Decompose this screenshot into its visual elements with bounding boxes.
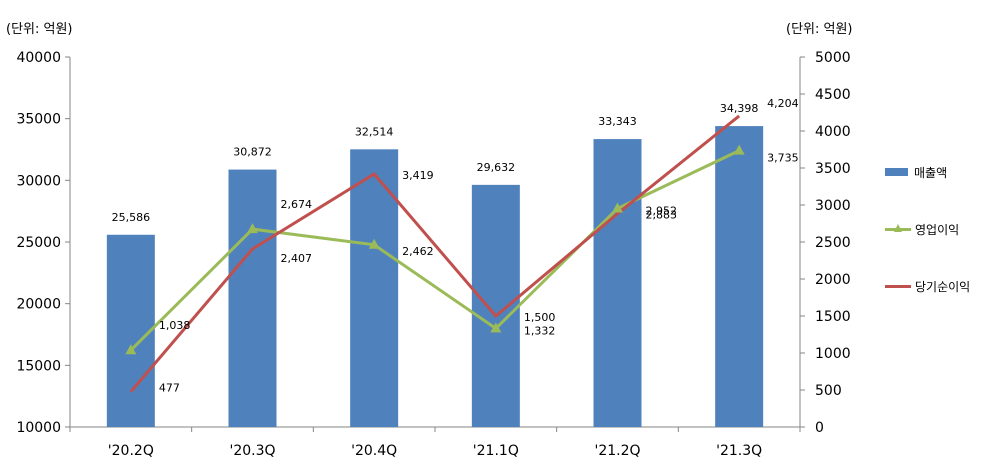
- left-axis-tick-label: 35000: [16, 112, 61, 128]
- operating-profit-line: [129, 149, 740, 352]
- operating-profit-data-label: 1,332: [524, 324, 556, 337]
- right-axis-tick-label: 2000: [815, 272, 851, 288]
- operating-profit-marker: [368, 238, 380, 249]
- sales-data-label: 29,632: [477, 161, 516, 174]
- net-income-data-label: 3,419: [402, 169, 434, 182]
- right-axis-tick-label: 2500: [815, 235, 851, 251]
- sales-data-label: 33,343: [598, 115, 637, 128]
- legend-line-operating-profit: [885, 223, 911, 232]
- legend-item-net-income: 당기순이익: [885, 276, 970, 296]
- legend-swatch-sales: [885, 168, 908, 176]
- right-axis-tick-label: 4000: [815, 124, 851, 140]
- legend-item-sales: 매출액: [885, 162, 970, 182]
- operating-profit-marker: [125, 344, 137, 355]
- legend-line-net-income: [885, 284, 911, 288]
- right-axis-tick-label: 5000: [815, 50, 851, 66]
- x-axis-category-label: '21.1Q: [473, 443, 519, 459]
- sales-data-label: 25,586: [112, 211, 151, 224]
- right-axis-tick-label: 1000: [815, 346, 851, 362]
- sales-bar: [471, 184, 520, 427]
- sales-data-label: 30,872: [233, 146, 272, 159]
- right-axis-tick-label: 3000: [815, 198, 851, 214]
- sales-bar: [106, 234, 155, 427]
- sales-data-label: 34,398: [720, 102, 759, 115]
- right-axis-tick-label: 3500: [815, 161, 851, 177]
- net-income-data-label: 2,883: [646, 209, 678, 222]
- operating-profit-data-label: 2,674: [281, 198, 313, 211]
- operating-profit-data-label: 2,952: [646, 205, 678, 218]
- left-axis-tick-label: 10000: [16, 420, 61, 436]
- net-income-line: [129, 114, 741, 393]
- operating-profit-data-label: 1,038: [159, 319, 191, 332]
- sales-data-label: 32,514: [355, 125, 394, 138]
- left-axis-tick-label: 40000: [16, 50, 61, 66]
- net-income-data-label: 2,407: [281, 252, 313, 265]
- sales-bar: [593, 139, 642, 427]
- triangle-marker-icon: [894, 223, 902, 232]
- legend-label-operating-profit: 영업이익: [915, 222, 960, 237]
- legend-label-sales: 매출액: [914, 165, 948, 180]
- net-income-data-label: 1,500: [524, 311, 556, 324]
- left-axis-tick-label: 15000: [16, 358, 61, 374]
- right-axis-tick-label: 1500: [815, 309, 851, 325]
- sales-bar: [715, 126, 764, 427]
- x-axis-category-label: '20.4Q: [351, 443, 397, 459]
- operating-profit-marker: [247, 223, 258, 234]
- left-axis-tick-label: 25000: [16, 235, 61, 251]
- chart-legend: 매출액 영업이익 당기순이익: [885, 162, 970, 333]
- right-axis-tick-label: 500: [815, 383, 842, 399]
- net-income-data-label: 477: [159, 382, 180, 395]
- left-axis-unit-label: (단위: 억원): [6, 22, 73, 37]
- x-axis-category-label: '21.3Q: [716, 443, 762, 459]
- operating-profit-data-label: 3,735: [767, 152, 799, 165]
- sales-bar: [350, 149, 399, 427]
- x-axis-category-label: '20.3Q: [229, 443, 275, 459]
- legend-label-net-income: 당기순이익: [915, 279, 971, 294]
- right-axis-tick-label: 4500: [815, 87, 851, 103]
- x-axis-category-label: '20.2Q: [108, 443, 154, 459]
- x-axis-category-label: '21.2Q: [594, 443, 640, 459]
- sales-bar: [228, 169, 277, 427]
- right-axis-tick-label: 0: [815, 420, 824, 436]
- operating-profit-data-label: 2,462: [402, 245, 434, 258]
- right-axis-unit-label: (단위: 억원): [786, 22, 853, 37]
- operating-profit-marker: [612, 202, 623, 213]
- legend-item-operating-profit: 영업이익: [885, 219, 970, 239]
- net-income-data-label: 4,204: [767, 97, 799, 110]
- left-axis-tick-label: 30000: [16, 173, 61, 189]
- operating-profit-marker: [490, 322, 502, 333]
- left-axis-tick-label: 20000: [16, 297, 61, 313]
- operating-profit-marker: [733, 144, 745, 155]
